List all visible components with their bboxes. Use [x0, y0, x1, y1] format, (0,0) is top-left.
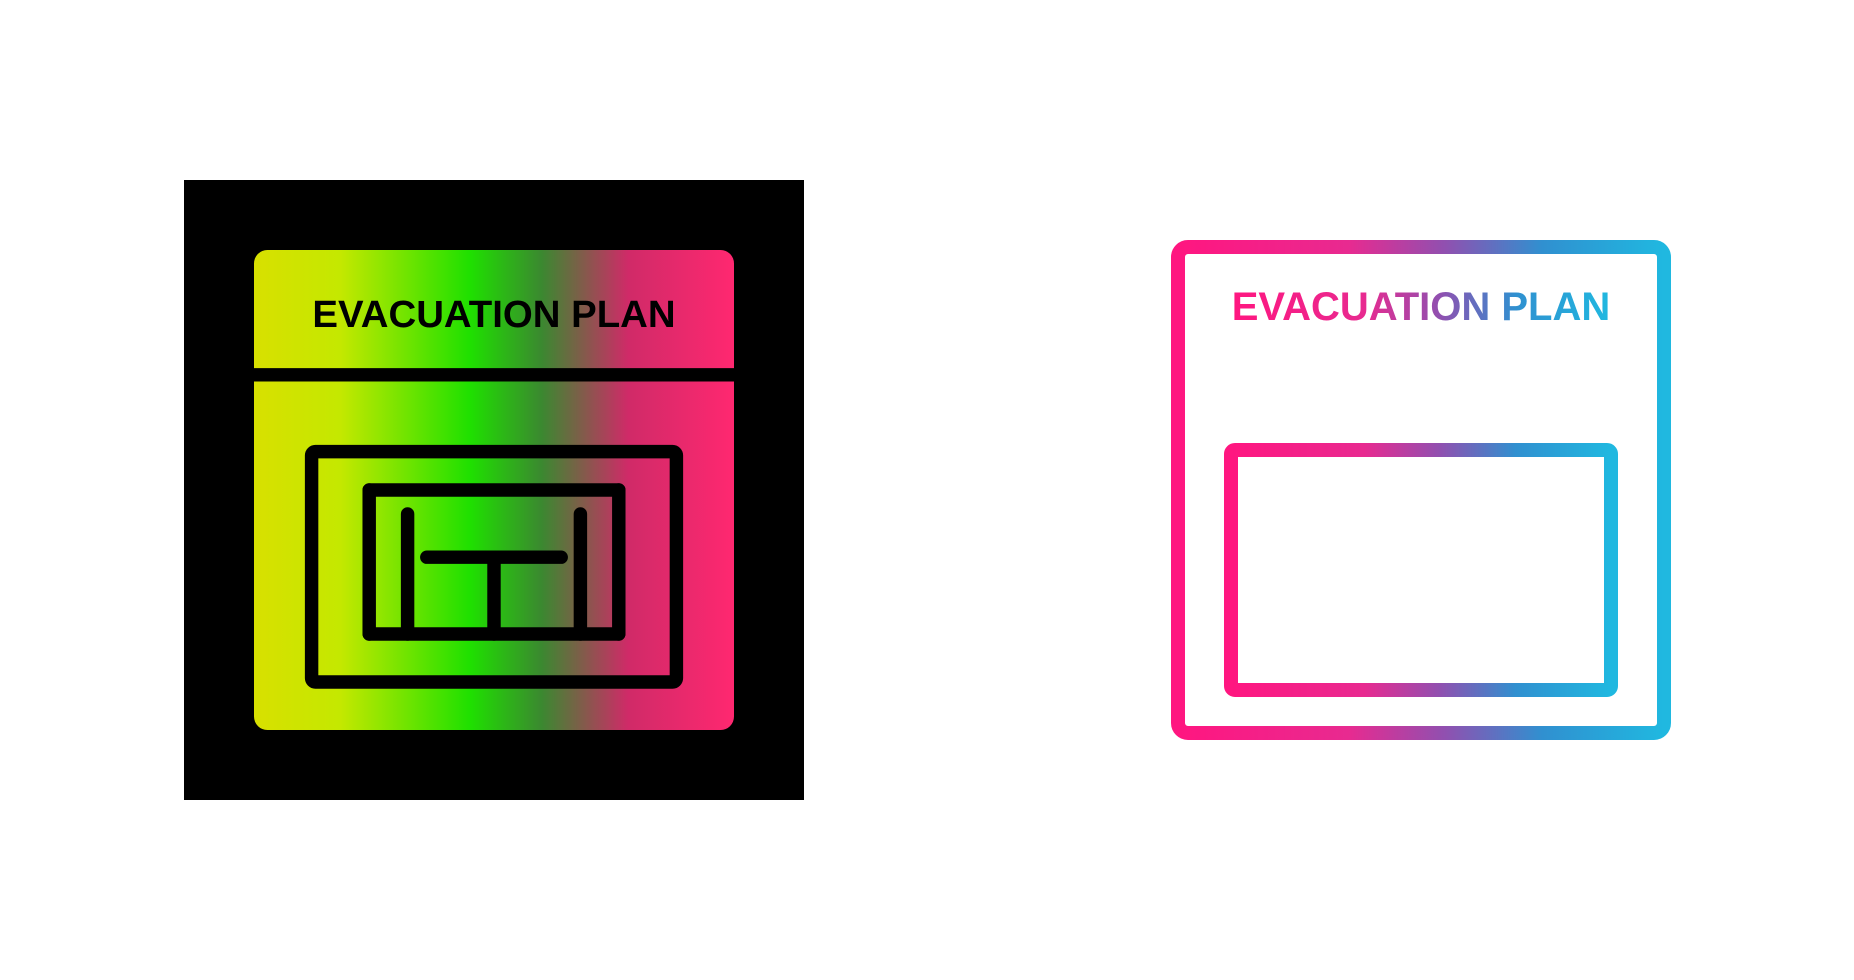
left-icon-container: EVACUATION PLAN — [184, 180, 804, 800]
evacuation-plan-outline-icon: EVACUATION PLAN — [1171, 240, 1671, 740]
evacuation-plan-filled-icon: EVACUATION PLAN — [254, 250, 734, 730]
left-icon-black-bg: EVACUATION PLAN — [184, 180, 804, 800]
right-icon-container: EVACUATION PLAN — [1171, 240, 1671, 740]
icon-title: EVACUATION PLAN — [1231, 285, 1610, 329]
icon-title: EVACUATION PLAN — [312, 293, 675, 336]
